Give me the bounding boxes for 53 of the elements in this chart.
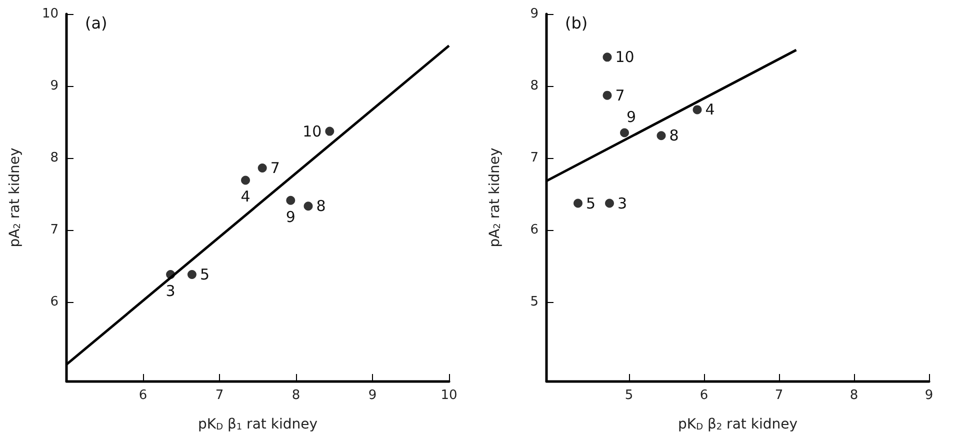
point [656, 131, 666, 140]
x-tick-label: 6 [700, 388, 708, 403]
x-tick-label: 7 [774, 388, 784, 403]
x-tick-label: 5 [624, 388, 634, 403]
x-tick-label: 8 [850, 388, 858, 403]
point [286, 196, 296, 205]
point [574, 198, 582, 208]
y-tick-label: 7 [50, 222, 58, 238]
annotation: 3 [166, 282, 176, 300]
y-tick-label: 8 [50, 150, 58, 166]
annotation: 4 [705, 100, 715, 119]
annotation: 7 [615, 86, 625, 104]
y-tick-label: 7 [530, 150, 538, 166]
chart-title: (b) [565, 14, 588, 32]
x-axis-title: pKD β2 rat kidney [678, 416, 798, 432]
point [241, 176, 250, 185]
point [692, 105, 702, 114]
point [605, 198, 614, 208]
x-tick-label: 8 [292, 388, 300, 403]
annotation: 9 [626, 108, 636, 126]
annotation: 9 [286, 208, 296, 226]
y-axis-title: pA2 rat kidney [487, 148, 503, 248]
y-tick-label: 9 [50, 78, 58, 94]
annotation: 3 [618, 194, 628, 212]
annotation: 8 [316, 197, 326, 216]
x-tick-label: 10 [440, 388, 458, 403]
y-axis-title: pA2 rat kidney [7, 148, 23, 248]
x-tick-label: 9 [368, 388, 377, 403]
annotation: 10 [615, 48, 634, 66]
point [325, 126, 334, 136]
x-tick-label: 9 [924, 388, 934, 403]
y-tick-label: 6 [50, 294, 58, 310]
x-axis-title: pKD β1 rat kidney [198, 416, 318, 432]
x-tick-label: 6 [138, 388, 148, 403]
chart-title: (a) [85, 14, 108, 32]
point [187, 270, 196, 279]
annotation: 5 [200, 266, 210, 284]
y-tick-label: 5 [530, 294, 538, 310]
point [602, 90, 612, 100]
point [258, 164, 267, 172]
x-tick-label: 7 [215, 388, 224, 403]
annotation: 8 [669, 126, 679, 145]
annotation: 4 [240, 188, 250, 206]
point [602, 52, 612, 62]
annotation: 7 [270, 158, 280, 177]
y-tick-label: 8 [530, 78, 538, 94]
point [304, 202, 313, 211]
point [620, 128, 629, 138]
y-tick-label: 9 [530, 6, 538, 22]
y-tick-label: 6 [530, 222, 538, 238]
annotation: 5 [586, 194, 596, 212]
y-tick-label: 10 [42, 6, 58, 22]
annotation: 10 [302, 122, 322, 140]
